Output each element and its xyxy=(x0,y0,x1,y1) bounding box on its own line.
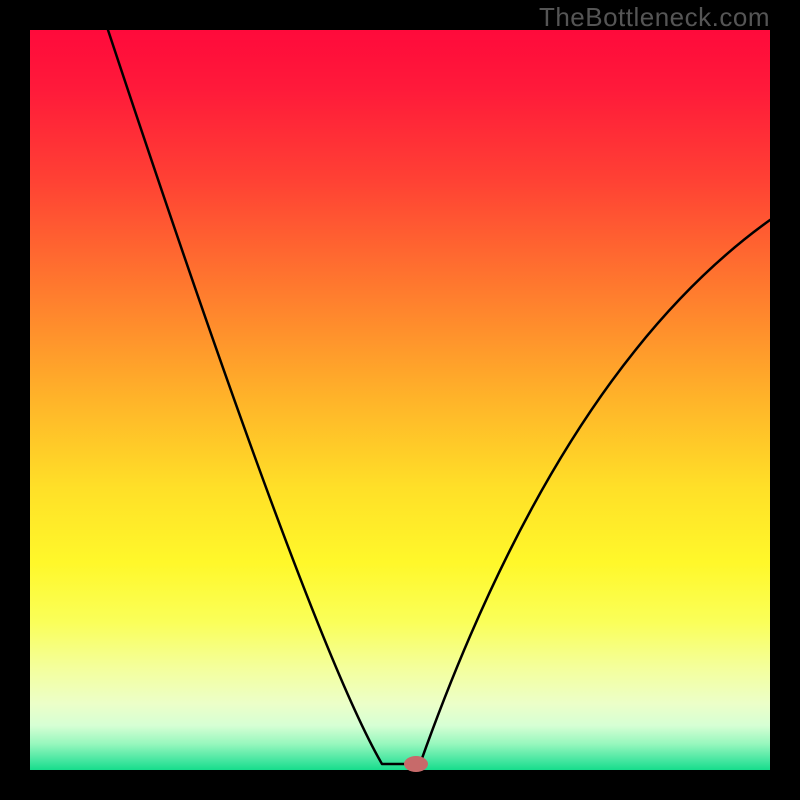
optimal-point-marker xyxy=(404,756,428,772)
watermark-text: TheBottleneck.com xyxy=(539,2,770,33)
plot-area xyxy=(30,30,770,770)
chart-container: TheBottleneck.com xyxy=(0,0,800,800)
bottleneck-chart xyxy=(0,0,800,800)
